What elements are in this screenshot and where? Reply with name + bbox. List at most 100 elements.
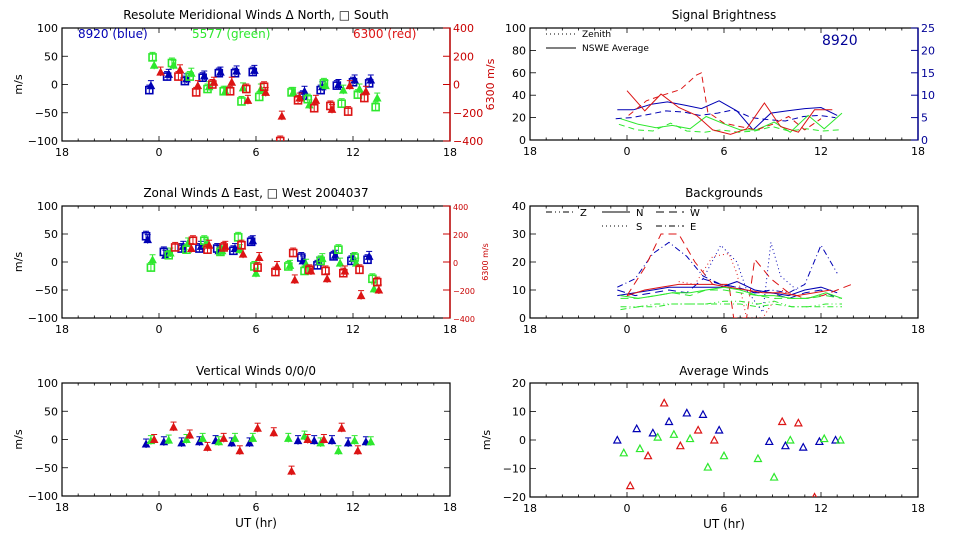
data-point-5577-south — [371, 102, 380, 112]
chart-title: Backgrounds — [685, 186, 763, 200]
series-line-8920-w — [617, 278, 838, 299]
data-point-6300-east — [186, 244, 196, 253]
plot-frame — [529, 382, 919, 498]
y-tick-label: 50 — [44, 405, 58, 418]
x-axis-label: UT (hr) — [235, 516, 277, 530]
series-line-6300-w — [626, 233, 852, 318]
data-point-6300 — [185, 430, 195, 439]
y-tick-label: 100 — [37, 377, 58, 390]
x-tick-label: 12 — [346, 323, 360, 336]
data-point-5577 — [300, 431, 309, 440]
data-point-5577 — [653, 432, 663, 441]
data-point-5577 — [719, 450, 729, 460]
data-point-6300-south — [259, 82, 269, 92]
y-tick-label: −10 — [503, 463, 526, 476]
data-point-5577-south — [287, 88, 296, 97]
data-point-6300-south — [242, 84, 251, 94]
data-point-8920-west — [363, 255, 372, 265]
data-point-6300 — [353, 446, 363, 455]
data-point-8920-west — [141, 231, 151, 241]
y-tick-label: 0 — [51, 256, 58, 269]
data-point-6300 — [709, 435, 719, 444]
data-point-5577-west — [300, 266, 309, 276]
y-tick-label: 0 — [519, 312, 526, 325]
data-point-6300 — [253, 423, 262, 432]
data-point-8920-south — [145, 85, 154, 95]
y-tick-label: 100 — [37, 22, 58, 35]
data-point-5577-south — [303, 94, 313, 104]
data-point-5577 — [334, 446, 343, 455]
data-point-8920-west — [296, 253, 306, 262]
x-tick-label: 12 — [346, 501, 360, 514]
y-tick-label: −50 — [35, 107, 58, 120]
wavelength-annotation: 8920 — [822, 33, 858, 49]
data-point-6300-north — [345, 81, 355, 90]
y2-tick-label: 0 — [453, 259, 458, 268]
x-tick-label: 18 — [55, 146, 69, 159]
y2-tick-label: −200 — [453, 287, 475, 296]
data-point-5577-west — [199, 236, 209, 246]
data-point-8920 — [293, 436, 303, 445]
data-point-6300 — [219, 433, 229, 442]
data-point-5577-south — [167, 58, 177, 68]
x-tick-label: 0 — [156, 501, 163, 514]
data-point-6300-west — [355, 265, 364, 275]
data-point-6300-north — [227, 77, 237, 86]
x-tick-label: 6 — [253, 323, 260, 336]
data-point-6300 — [203, 442, 212, 451]
chart-title: Average Winds — [679, 364, 769, 378]
y-tick-label: 80 — [512, 44, 526, 57]
data-point-6300 — [693, 425, 703, 434]
data-point-6300-south — [275, 136, 285, 141]
data-point-8920 — [245, 438, 254, 447]
y-tick-label: 20 — [512, 377, 526, 390]
data-point-5577-west — [233, 233, 243, 242]
y-tick-label: 100 — [37, 200, 58, 213]
data-point-6300 — [169, 422, 178, 431]
data-point-8920-west — [195, 244, 204, 253]
data-point-6300-south — [174, 72, 183, 81]
x-tick-label: 0 — [156, 146, 163, 159]
x-tick-label: 0 — [624, 145, 631, 158]
data-point-6300 — [793, 418, 803, 427]
data-point-6300-west — [288, 248, 298, 258]
data-point-8920-south — [248, 67, 258, 77]
data-point-5577 — [619, 448, 629, 457]
y-tick-label: 30 — [512, 228, 526, 241]
data-point-6300 — [625, 480, 635, 490]
data-point-6300 — [235, 446, 245, 455]
data-point-8920 — [798, 442, 808, 451]
y2-tick-label: −400 — [453, 135, 483, 148]
data-point-6300-east — [374, 285, 384, 294]
y2-axis-label: 6300 m/s — [481, 243, 490, 281]
x-tick-label: 12 — [814, 145, 828, 158]
data-layer — [141, 421, 376, 476]
data-point-6300 — [303, 434, 313, 443]
data-point-5577 — [785, 435, 795, 444]
y2-tick-label: −400 — [453, 315, 475, 324]
plot-frame — [61, 205, 451, 319]
y2-axis-label: 6300 m/s — [484, 58, 497, 110]
y-tick-label: 0 — [51, 79, 58, 92]
data-point-8920 — [764, 436, 774, 446]
y2-tick-label: 200 — [453, 231, 468, 240]
y-tick-label: −50 — [35, 462, 58, 475]
data-point-6300-south — [360, 93, 369, 103]
y2-tick-label: 200 — [453, 50, 474, 63]
data-point-5577-south — [254, 92, 264, 102]
data-point-6300-west — [253, 263, 262, 272]
y-tick-label: −100 — [28, 312, 58, 325]
x-tick-label: 18 — [443, 323, 457, 336]
data-point-5577-south — [203, 84, 212, 94]
data-point-6300-west — [170, 243, 180, 252]
data-point-5577-south — [319, 79, 329, 88]
series-line-6300-n — [626, 283, 831, 297]
data-point-5577-west — [164, 250, 173, 260]
legend-label: NSWE Average — [582, 44, 649, 54]
data-point-6300 — [811, 492, 818, 497]
data-point-8920 — [831, 435, 841, 444]
data-layer — [612, 398, 845, 497]
legend-label: E — [690, 222, 696, 233]
x-tick-label: 18 — [55, 323, 69, 336]
data-point-6300-north — [277, 111, 287, 120]
